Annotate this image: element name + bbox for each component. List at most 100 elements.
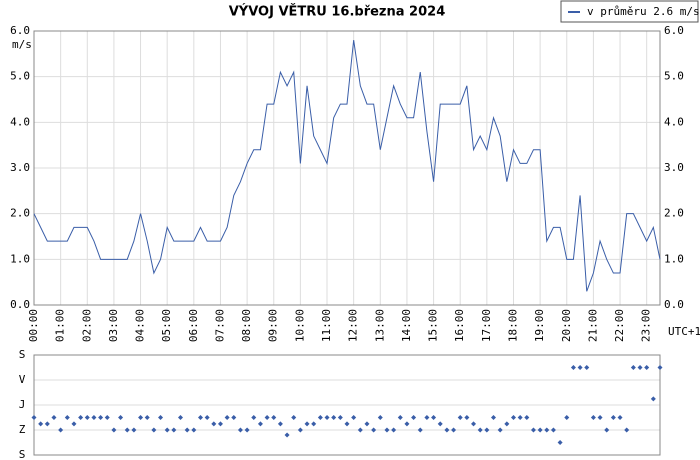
direction-point	[590, 415, 596, 420]
direction-point	[484, 427, 490, 433]
y-tick-label-right: 2.0	[664, 207, 684, 220]
x-tick-label: 13:00	[373, 309, 386, 342]
direction-point	[224, 415, 230, 420]
direction-point	[51, 415, 57, 420]
y-tick-label-right: 5.0	[664, 70, 684, 83]
direction-point	[98, 415, 104, 420]
direction-point	[497, 427, 503, 433]
direction-point	[257, 421, 263, 427]
x-tick-label: 04:00	[134, 309, 147, 342]
direction-point	[617, 415, 623, 420]
direction-point	[284, 432, 290, 438]
direction-point	[544, 427, 550, 433]
direction-point	[44, 421, 50, 427]
direction-point	[424, 415, 430, 420]
direction-point	[84, 415, 90, 420]
x-tick-label: 06:00	[187, 309, 200, 342]
y-tick-label: 1.0	[10, 252, 30, 265]
x-tick-label: 01:00	[54, 309, 67, 342]
direction-point	[104, 415, 110, 420]
x-tick-label: 17:00	[480, 309, 493, 342]
direction-point	[537, 427, 543, 433]
direction-point	[550, 427, 556, 433]
direction-point	[510, 415, 516, 420]
x-tick-label: 22:00	[613, 309, 626, 342]
y-tick-label: J	[19, 398, 26, 411]
x-tick-label: 18:00	[506, 309, 519, 342]
direction-point	[357, 427, 363, 433]
direction-point	[271, 415, 277, 420]
direction-point	[71, 421, 77, 427]
direction-point	[178, 415, 184, 420]
x-tick-label: 15:00	[427, 309, 440, 342]
direction-point	[144, 415, 150, 420]
direction-point	[131, 427, 137, 433]
x-tick-label: 11:00	[320, 309, 333, 342]
direction-point	[31, 415, 37, 420]
x-tick-label: 00:00	[27, 309, 40, 342]
direction-point	[237, 427, 243, 433]
direction-point	[118, 415, 124, 420]
direction-point	[111, 427, 117, 433]
direction-point	[644, 365, 650, 370]
direction-point	[437, 421, 443, 427]
direction-point	[291, 415, 297, 420]
y-unit: m/s	[12, 38, 32, 51]
direction-point	[624, 427, 630, 433]
direction-point	[604, 427, 610, 433]
chart-title: VÝVOJ VĚTRU 16.března 2024	[229, 4, 446, 20]
x-tick-label: 14:00	[400, 309, 413, 342]
direction-point	[564, 415, 570, 420]
x-tick-label: 21:00	[586, 309, 599, 342]
direction-point	[417, 427, 423, 433]
y-tick-label: S	[19, 448, 26, 460]
direction-point	[364, 421, 370, 427]
y-tick-label: V	[19, 373, 26, 386]
x-tick-label: 10:00	[293, 309, 306, 342]
legend-label: v průměru 2.6 m/s	[587, 5, 700, 18]
direction-point	[78, 415, 84, 420]
direction-point	[504, 421, 510, 427]
y-tick-label: 2.0	[10, 207, 30, 220]
direction-point	[457, 415, 463, 420]
y-tick-label: 0.0	[10, 298, 30, 311]
y-tick-label-right: 4.0	[664, 115, 684, 128]
direction-point	[517, 415, 523, 420]
direction-point	[411, 415, 417, 420]
direction-point	[138, 415, 144, 420]
x-tick-label: 19:00	[533, 309, 546, 342]
x-unit: UTC+1	[668, 325, 700, 338]
direction-point	[377, 415, 383, 420]
direction-point	[164, 427, 170, 433]
x-tick-label: 20:00	[560, 309, 573, 342]
y-tick-label-right: 0.0	[664, 298, 684, 311]
direction-point	[244, 427, 250, 433]
direction-point	[491, 415, 497, 420]
direction-point	[197, 415, 203, 420]
plot-frame	[33, 30, 661, 306]
direction-point	[371, 427, 377, 433]
direction-point	[297, 427, 303, 433]
direction-point	[431, 415, 437, 420]
direction-point	[38, 421, 44, 427]
y-tick-label: 6.0	[10, 24, 30, 37]
direction-point	[331, 415, 337, 420]
x-tick-label: 05:00	[160, 309, 173, 342]
direction-point	[191, 427, 197, 433]
direction-point	[151, 427, 157, 433]
direction-point	[404, 421, 410, 427]
direction-point	[444, 427, 450, 433]
direction-point	[577, 365, 583, 370]
direction-point	[171, 427, 177, 433]
direction-point	[657, 365, 663, 370]
y-tick-label-right: 1.0	[664, 252, 684, 265]
direction-point	[231, 415, 237, 420]
direction-point	[451, 427, 457, 433]
direction-point	[391, 427, 397, 433]
direction-point	[217, 421, 223, 427]
direction-point	[277, 421, 283, 427]
direction-point	[344, 421, 350, 427]
direction-point	[91, 415, 97, 420]
direction-point	[317, 415, 323, 420]
